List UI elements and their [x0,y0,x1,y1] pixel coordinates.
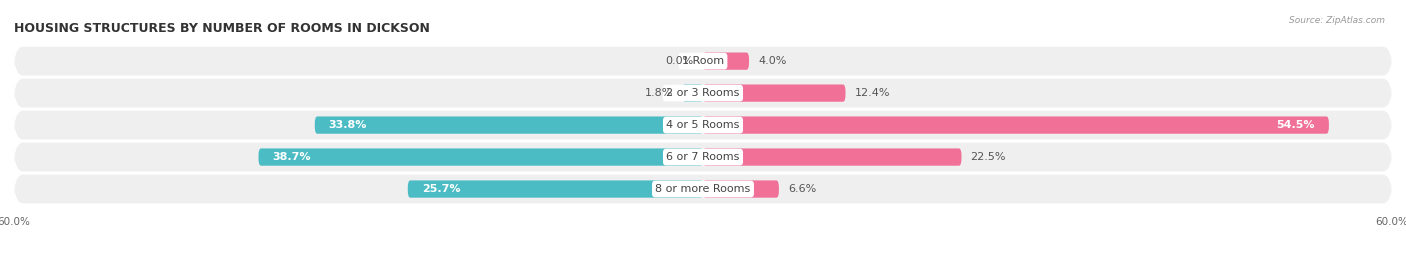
FancyBboxPatch shape [259,148,703,166]
Text: 38.7%: 38.7% [273,152,311,162]
Text: 1.8%: 1.8% [645,88,673,98]
Text: 4.0%: 4.0% [758,56,786,66]
Text: 0.0%: 0.0% [665,56,693,66]
Text: HOUSING STRUCTURES BY NUMBER OF ROOMS IN DICKSON: HOUSING STRUCTURES BY NUMBER OF ROOMS IN… [14,22,430,35]
FancyBboxPatch shape [703,84,845,102]
FancyBboxPatch shape [682,84,703,102]
FancyBboxPatch shape [703,52,749,70]
Text: 4 or 5 Rooms: 4 or 5 Rooms [666,120,740,130]
FancyBboxPatch shape [14,111,1392,139]
Text: 12.4%: 12.4% [855,88,890,98]
FancyBboxPatch shape [14,175,1392,203]
Text: 6 or 7 Rooms: 6 or 7 Rooms [666,152,740,162]
Text: 54.5%: 54.5% [1277,120,1315,130]
Text: 2 or 3 Rooms: 2 or 3 Rooms [666,88,740,98]
Text: 1 Room: 1 Room [682,56,724,66]
Text: 33.8%: 33.8% [329,120,367,130]
FancyBboxPatch shape [14,79,1392,108]
FancyBboxPatch shape [408,180,703,198]
Text: 6.6%: 6.6% [787,184,817,194]
Text: 25.7%: 25.7% [422,184,460,194]
FancyBboxPatch shape [703,180,779,198]
FancyBboxPatch shape [14,47,1392,76]
FancyBboxPatch shape [14,143,1392,171]
Text: 8 or more Rooms: 8 or more Rooms [655,184,751,194]
FancyBboxPatch shape [703,148,962,166]
Text: Source: ZipAtlas.com: Source: ZipAtlas.com [1289,16,1385,25]
Text: 22.5%: 22.5% [970,152,1007,162]
FancyBboxPatch shape [315,116,703,134]
FancyBboxPatch shape [703,116,1329,134]
